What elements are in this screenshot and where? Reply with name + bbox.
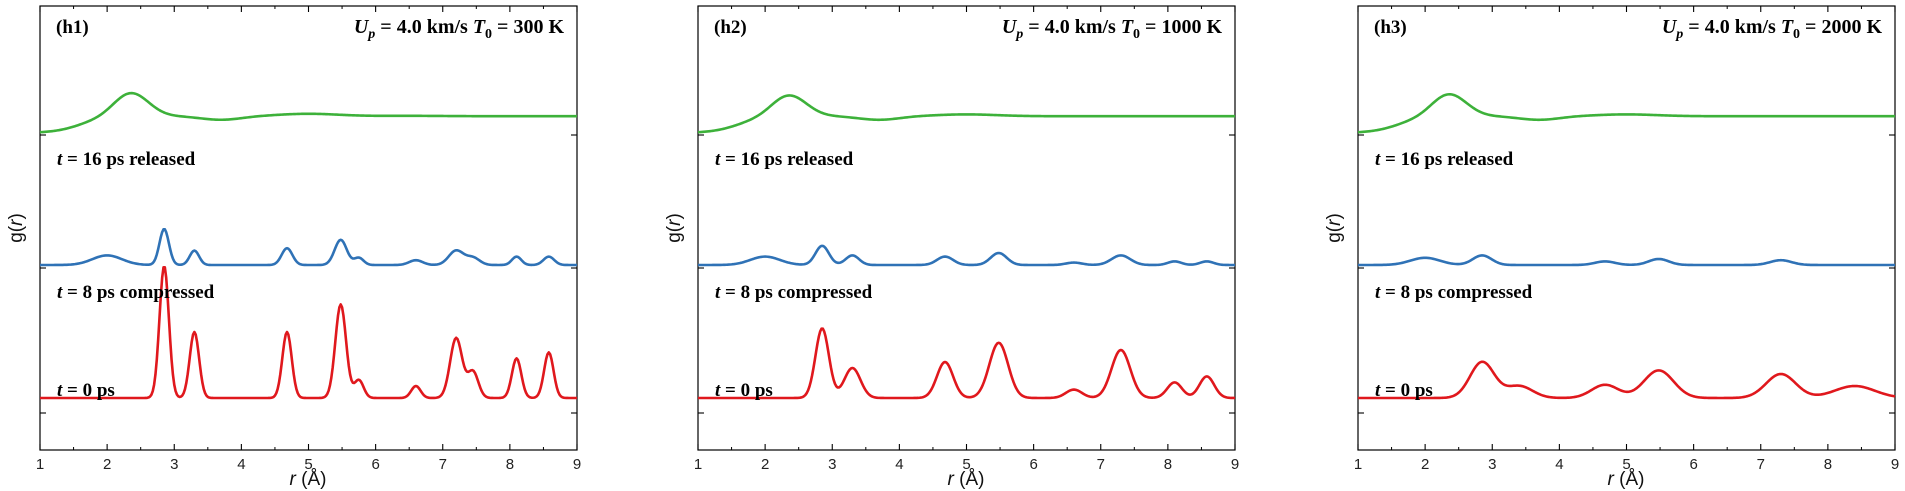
x-tick-label: 3	[1488, 456, 1496, 473]
title-t-sub: 0	[485, 27, 492, 42]
title-t: T	[1121, 16, 1134, 38]
x-axis-label: r (Å)	[948, 469, 985, 490]
x-tick-label: 5	[962, 456, 970, 473]
x-axis-label: r (Å)	[1608, 469, 1645, 490]
title-mid: = 4.0 km/s	[375, 16, 473, 38]
title-mid: = 4.0 km/s	[1683, 16, 1781, 38]
x-axis: 1 2 3 4 5 6 7 8 9	[36, 6, 581, 473]
series-line	[1357, 92, 1895, 134]
x-tick-label: 8	[1824, 456, 1832, 473]
x-tick-label: 3	[170, 456, 178, 473]
x-tick-label: 9	[1891, 456, 1899, 473]
series-line	[39, 91, 577, 134]
label-released: t = 16 ps released	[1375, 149, 1514, 170]
y-axis-label: g(r)	[664, 213, 685, 243]
series-line	[698, 327, 1236, 400]
title-tail: = 300 K	[492, 16, 564, 38]
curves	[697, 94, 1236, 400]
y-axis	[1358, 134, 1895, 414]
title-t-sub: 0	[1793, 27, 1800, 42]
title-u: U	[1662, 16, 1678, 38]
label-initial: t = 0 ps	[57, 380, 115, 401]
x-tick-label: 8	[1164, 456, 1172, 473]
label-compressed: t = 8 ps compressed	[57, 282, 215, 303]
x-tick-label: 8	[506, 456, 514, 473]
series-line	[40, 266, 577, 400]
panel-h2: 1 2 3 4 5 6 7 8 9 (h2) Up = 4.0 km/s T0 = 1000 K…	[664, 5, 1239, 490]
x-tick-label: 6	[371, 456, 379, 473]
x-axis-label: r (Å)	[290, 469, 327, 490]
x-tick-label: 4	[1555, 456, 1563, 473]
series-line	[1358, 360, 1896, 400]
label-initial: t = 0 ps	[1375, 380, 1433, 401]
y-axis	[698, 134, 1235, 414]
title-tail: = 2000 K	[1800, 16, 1882, 38]
x-axis: 1 2 3 4 5 6 7 8 9	[1354, 6, 1899, 473]
label-compressed: t = 8 ps compressed	[1375, 282, 1533, 303]
panel-h3: 1 2 3 4 5 6 7 8 9 (h3) Up = 4.0 km/s T0 = 2000 K…	[1324, 5, 1899, 490]
panel-tag: (h1)	[56, 17, 89, 38]
y-axis-label: g(r)	[1324, 213, 1345, 243]
plot-frame	[39, 5, 578, 451]
label-compressed: t = 8 ps compressed	[715, 282, 873, 303]
plot-frame	[1357, 5, 1896, 451]
title-u: U	[1002, 16, 1018, 38]
condition-title: Up = 4.0 km/s T0 = 1000 K	[1002, 16, 1223, 42]
x-tick-label: 4	[895, 456, 903, 473]
x-tick-label: 2	[1421, 456, 1429, 473]
x-tick-label: 3	[828, 456, 836, 473]
series-line	[1358, 254, 1895, 267]
series-line	[698, 244, 1235, 267]
x-tick-label: 7	[1097, 456, 1105, 473]
series-line	[40, 228, 577, 267]
x-tick-label: 9	[1231, 456, 1239, 473]
x-tick-label: 1	[36, 456, 44, 473]
x-tick-label: 2	[103, 456, 111, 473]
y-axis	[40, 134, 577, 414]
x-tick-label: 7	[1757, 456, 1765, 473]
title-mid: = 4.0 km/s	[1023, 16, 1121, 38]
curves	[39, 91, 577, 400]
title-t-sub: 0	[1133, 27, 1140, 42]
panel-tag: (h2)	[714, 17, 747, 38]
x-tick-label: 7	[439, 456, 447, 473]
condition-title: Up = 4.0 km/s T0 = 300 K	[354, 16, 565, 42]
title-u-sub: p	[1675, 27, 1683, 42]
y-axis-label: g(r)	[6, 213, 27, 243]
x-tick-label: 1	[1354, 456, 1362, 473]
title-u-sub: p	[1015, 27, 1023, 42]
x-tick-label: 5	[1622, 456, 1630, 473]
label-released: t = 16 ps released	[715, 149, 854, 170]
condition-title: Up = 4.0 km/s T0 = 2000 K	[1662, 16, 1883, 42]
label-released: t = 16 ps released	[57, 149, 196, 170]
title-t: T	[473, 16, 486, 38]
x-tick-label: 4	[237, 456, 245, 473]
plot-frame	[697, 5, 1236, 451]
x-axis: 1 2 3 4 5 6 7 8 9	[694, 6, 1239, 473]
x-tick-label: 9	[573, 456, 581, 473]
x-tick-label: 1	[694, 456, 702, 473]
label-initial: t = 0 ps	[715, 380, 773, 401]
curves	[1357, 92, 1896, 400]
x-tick-label: 6	[1029, 456, 1037, 473]
title-u: U	[354, 16, 370, 38]
x-tick-label: 2	[761, 456, 769, 473]
title-u-sub: p	[367, 27, 375, 42]
title-t: T	[1781, 16, 1794, 38]
title-tail: = 1000 K	[1140, 16, 1222, 38]
x-tick-label: 5	[304, 456, 312, 473]
series-line	[697, 94, 1235, 134]
x-tick-label: 6	[1689, 456, 1697, 473]
panel-tag: (h3)	[1374, 17, 1407, 38]
